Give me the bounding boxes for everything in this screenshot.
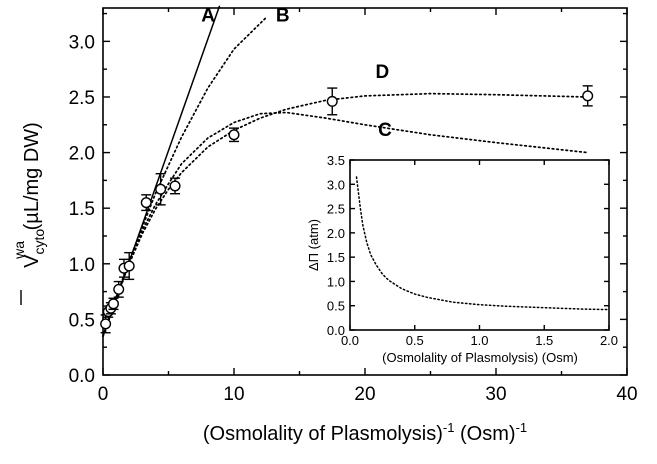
curve-label-b: B [276,5,290,26]
y-tick-label: 0.5 [69,310,95,331]
point-marker [140,197,152,209]
point-marker [100,318,112,330]
data-point [326,87,338,116]
svg-text:Vcytowa (µL/mg DW): Vcytowa (µL/mg DW) [11,122,47,268]
inset-y-tick-label: 2.5 [327,202,345,217]
data-point [140,194,152,212]
inset-curve [355,176,610,311]
data-point [582,85,594,107]
point-marker [326,95,338,107]
main-points [100,85,594,334]
inset-x-tick-label: 1.0 [470,333,488,348]
y-axis-title-main: V [21,254,43,268]
curve-b [102,16,268,337]
main-plot: 0 10 20 30 40 0.0 0.5 1.0 1.5 2.0 2.5 3.0 A B C D (Osm… [11,5,638,445]
x-axis-title: (Osmolality of Plasmolysis)-1 (Osm)-1 [203,420,527,445]
inset-ticks: 0.0 0.5 1.0 1.5 2.0 0.0 0.5 1.0 1.5 2.0 2.5 3.0 3.5 [327,153,618,348]
point-marker [228,129,240,141]
y-tick-label: 2.5 [69,88,95,109]
inset-plot-frame [349,159,610,331]
inset-x-tick-label: 0.0 [341,333,359,348]
inset-x-tick-label: 0.5 [406,333,424,348]
x-axis-title-main: (Osmolality of Plasmolysis) [203,423,443,445]
data-point [155,173,167,206]
y-tick-label: 0.0 [69,366,95,387]
curve-label-c: C [378,120,392,141]
y-axis-title-sub: cyto [31,229,47,255]
y-tick-label: 1.5 [69,199,95,220]
inset-y-tick-label: 2.0 [327,226,345,241]
point-marker [113,283,125,295]
inset-y-tick-label: 1.5 [327,250,345,265]
inset-y-tick-label: 0.0 [327,323,345,338]
y-axis-title-tail: (µL/mg DW) [21,122,43,236]
inset-x-axis-title: (Osmolality of Plasmolysis) (Osm) [382,350,578,365]
main-curve-labels: A B C D [201,5,392,141]
data-point [123,251,135,281]
data-point [228,127,240,143]
y-axis-title-sup: wa [11,241,27,260]
point-marker [169,180,181,192]
curve-d [102,92,589,337]
inset-plot: 0.0 0.5 1.0 1.5 2.00.00.51.01.52.02.53.03.5 … [306,153,618,365]
x-axis-title-tail: (Osm) [454,423,515,445]
x-tick-label: 0 [98,384,109,405]
inset-x-tick-label: 1.5 [535,333,553,348]
point-marker [107,298,119,310]
inset-y-tick-label: 1.0 [327,274,345,289]
data-point [113,280,125,298]
data-point [107,297,119,311]
point-marker [582,90,594,102]
point-marker [155,183,167,195]
point-marker [123,260,135,272]
inset-y-axis-title: ΔΠ (atm) [306,219,321,271]
x-tick-label: 20 [354,384,375,405]
x-tick-label: 40 [616,384,637,405]
y-axis-title: Vcytowa (µL/mg DW) [11,122,47,305]
x-axis-title-sup1: -1 [443,420,455,435]
x-tick-label: 30 [485,384,506,405]
inset-series [355,176,610,311]
y-tick-label: 3.0 [69,32,95,53]
inset-y-tick-label: 3.0 [327,177,345,192]
main-ticks: 0 10 20 30 40 0.0 0.5 1.0 1.5 2.0 2.5 3.0 [69,8,638,405]
curve-label-d: D [375,62,389,83]
inset-y-tick-label: 0.5 [327,299,345,314]
y-tick-label: 2.0 [69,144,95,165]
x-tick-label: 10 [223,384,244,405]
inset-x-tick-label: 2.0 [600,333,618,348]
x-axis-title-sup2: -1 [516,420,528,435]
data-point [169,177,181,195]
curve-c [102,111,589,337]
y-tick-label: 1.0 [69,255,95,276]
inset-y-tick-label: 3.5 [327,153,345,168]
curve-label-a: A [201,5,215,26]
